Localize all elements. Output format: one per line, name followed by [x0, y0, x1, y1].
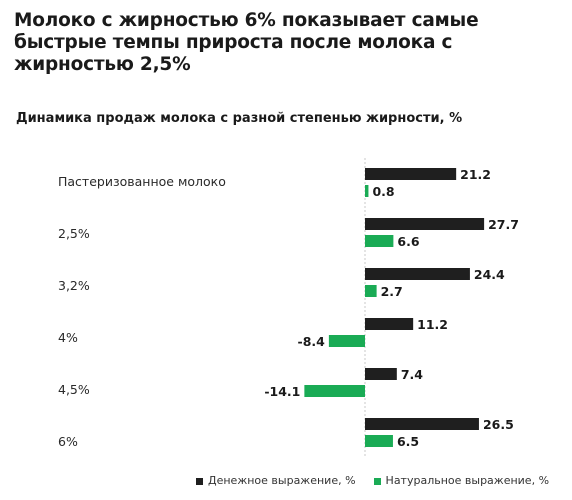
chart-title: Динамика продаж молока с разной степенью… — [16, 111, 463, 126]
legend-label-natural: Натуральное выражение, % — [385, 474, 550, 487]
data-label-money: 11.2 — [417, 317, 448, 332]
bar-money — [365, 318, 414, 330]
legend-item-natural: Натуральное выражение, % — [373, 474, 550, 488]
legend-swatch-natural — [373, 477, 381, 485]
data-label-money: 24.4 — [474, 267, 505, 282]
bar-natural — [365, 285, 377, 297]
category-label: 4,5% — [58, 382, 90, 397]
bar-money — [365, 168, 457, 180]
category-label: 6% — [58, 434, 78, 449]
category-label: 2,5% — [58, 226, 90, 241]
data-label-natural: 0.8 — [372, 184, 394, 199]
bar-money — [365, 418, 479, 430]
bar-natural — [328, 335, 365, 347]
bar-natural — [365, 435, 393, 447]
data-label-natural: 2.7 — [381, 284, 403, 299]
data-label-money: 21.2 — [460, 167, 491, 182]
chart-headline: Молоко с жирностью 6% показывает самые б… — [14, 10, 479, 75]
legend-label-money: Денежное выражение, % — [208, 474, 356, 487]
data-label-natural: 6.5 — [397, 434, 419, 449]
bar-natural — [365, 185, 369, 197]
data-label-money: 26.5 — [483, 417, 514, 432]
category-label: 3,2% — [58, 278, 90, 293]
bar-money — [365, 368, 397, 380]
bar-money — [365, 268, 470, 280]
data-label-natural: -8.4 — [298, 334, 326, 349]
category-label: Пастеризованное молоко — [58, 174, 226, 189]
legend: Денежное выражение, % Натуральное выраже… — [196, 474, 549, 488]
category-label: 4% — [58, 330, 78, 345]
data-label-natural: 6.6 — [397, 234, 419, 249]
bar-natural — [304, 385, 365, 397]
data-label-money: 7.4 — [401, 367, 423, 382]
data-label-natural: -14.1 — [264, 384, 300, 399]
legend-item-money: Денежное выражение, % — [196, 474, 356, 488]
bar-natural — [365, 235, 394, 247]
bar-money — [365, 218, 485, 230]
legend-swatch-money — [196, 477, 203, 485]
data-label-money: 27.7 — [488, 217, 519, 232]
